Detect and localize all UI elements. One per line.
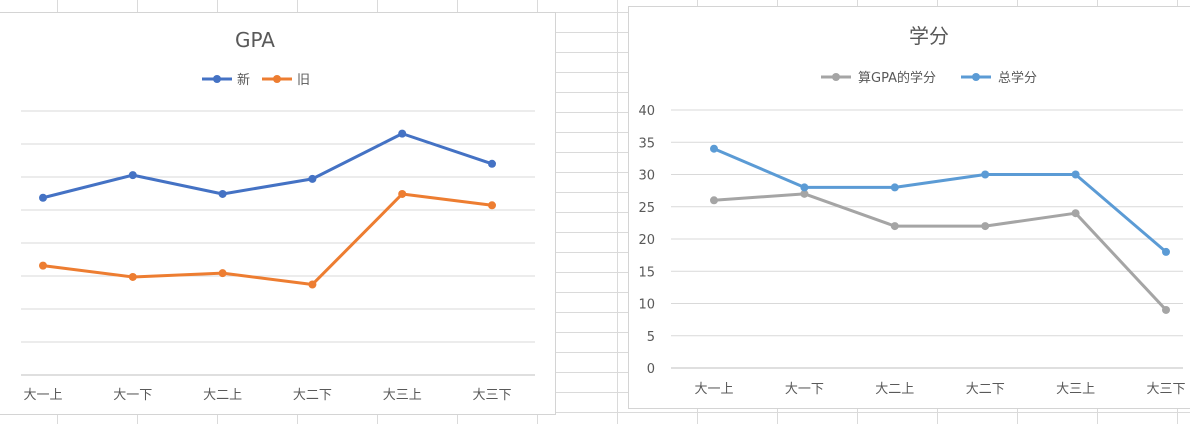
- credits-y-tick-label: 5: [647, 330, 655, 345]
- credits-series-0-point: [1071, 209, 1080, 218]
- gpa-series-1-point: [218, 269, 227, 278]
- credits-chart-svg: 学分 0 5 10 15 20 25 30 35 40 大一上 大一下 大二上 大二下 大三上 大三下 算GPA…: [638, 24, 1185, 397]
- credits-series-0-point: [800, 189, 809, 198]
- gpa-x-tick-label: 大一下: [113, 388, 152, 403]
- credits-legend-label-1: 总学分: [998, 70, 1037, 86]
- gpa-series-0-point: [398, 129, 407, 138]
- credits-series-1-point: [710, 144, 718, 153]
- credits-y-tick-label: 30: [638, 169, 655, 184]
- credits-series-line-0: [712, 192, 1168, 312]
- gpa-x-tick-label: 大二上: [203, 388, 242, 403]
- gpa-series-1-point: [488, 201, 496, 210]
- credits-series-0-point: [890, 222, 899, 231]
- credits-x-tick-label: 大三下: [1146, 382, 1185, 397]
- credits-series-0-point: [1162, 305, 1170, 314]
- credits-series-1-point: [1162, 247, 1170, 256]
- credits-series-1-point: [800, 183, 809, 192]
- gpa-x-tick-label: 大三下: [472, 388, 511, 403]
- credits-chart-title: 学分: [909, 24, 949, 48]
- gpa-series-1-point: [39, 261, 47, 270]
- credits-y-tick-label: 40: [638, 104, 655, 119]
- credits-x-tick-label: 大二下: [966, 382, 1005, 397]
- gpa-legend-marker-0: [213, 75, 221, 83]
- gpa-chart-title: GPA: [235, 28, 275, 52]
- credits-series-1-point: [890, 183, 899, 192]
- credits-series-line-1: [712, 147, 1168, 254]
- credits-y-tick-label: 20: [638, 233, 655, 248]
- credits-series-1-point: [1071, 170, 1080, 179]
- gpa-chart-svg: GPA 大一上 大一下 大二上 大二下 大三上 大三下 新 旧: [21, 28, 535, 403]
- gpa-series-line-0: [41, 132, 494, 200]
- gpa-x-tick-label: 大二下: [293, 388, 332, 403]
- credits-y-tick-label: 10: [638, 298, 655, 313]
- credits-chart: 学分 0 5 10 15 20 25 30 35 40 大一上 大一下 大二上 大二下 大三上 大三下 算GPA…: [628, 6, 1190, 409]
- credits-legend-label-0: 算GPA的学分: [858, 70, 936, 86]
- credits-x-tick-label: 大一上: [694, 382, 733, 397]
- credits-series-0-point: [710, 196, 718, 205]
- gpa-series-1-point: [308, 280, 317, 289]
- credits-series-0-point: [981, 222, 990, 231]
- gpa-series-1-point: [128, 272, 137, 281]
- credits-y-tick-label: 35: [638, 136, 655, 151]
- gpa-x-tick-label: 大一上: [23, 388, 62, 403]
- gpa-series-0-point: [488, 159, 496, 168]
- credits-y-tick-label: 15: [638, 265, 655, 280]
- gpa-x-tick-label: 大三上: [383, 388, 422, 403]
- credits-series-1-point: [981, 170, 990, 179]
- gpa-series-0-point: [308, 174, 317, 183]
- credits-y-tick-label: 25: [638, 201, 655, 216]
- gpa-series-0-point: [218, 189, 227, 198]
- credits-x-tick-label: 大二上: [875, 382, 914, 397]
- credits-legend-marker-0: [832, 73, 840, 81]
- credits-y-tick-label: 0: [647, 362, 655, 377]
- gpa-legend-label-1: 旧: [297, 73, 310, 88]
- credits-x-tick-label: 大三上: [1056, 382, 1095, 397]
- gpa-legend-label-0: 新: [237, 72, 250, 88]
- gpa-series-0-point: [39, 193, 47, 202]
- credits-legend-marker-1: [972, 73, 980, 81]
- gpa-legend-marker-1: [273, 75, 281, 83]
- gpa-series-0-point: [128, 171, 137, 180]
- gpa-series-line-1: [41, 192, 494, 286]
- gpa-chart: GPA 大一上 大一下 大二上 大二下 大三上 大三下 新 旧: [0, 12, 556, 415]
- gpa-series-1-point: [398, 189, 407, 198]
- credits-x-tick-label: 大一下: [785, 382, 824, 397]
